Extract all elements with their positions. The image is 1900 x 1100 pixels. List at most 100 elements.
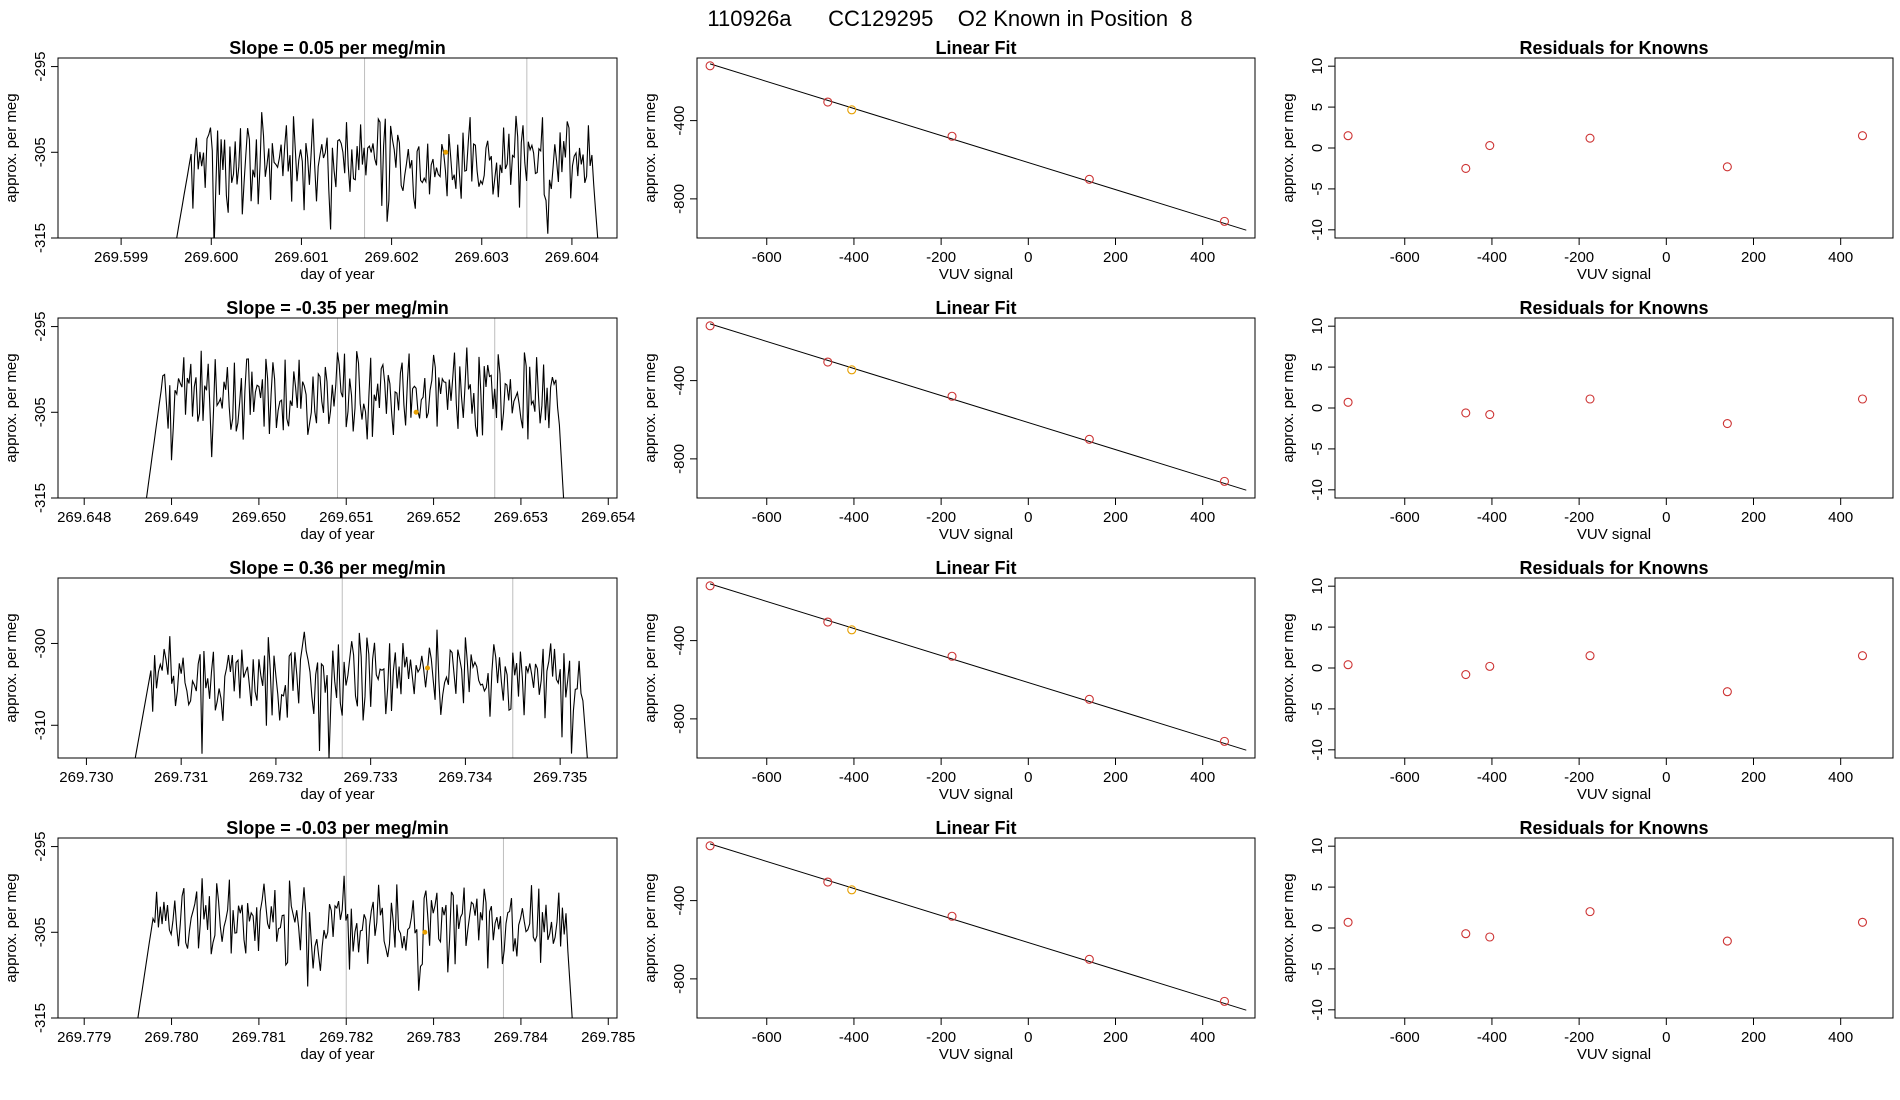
- y-tick-label: -5: [1309, 182, 1326, 195]
- highlight-point: [847, 625, 857, 635]
- y-tick-label: 10: [1309, 318, 1326, 335]
- known-point: [947, 131, 957, 141]
- x-tick-label: 269.734: [438, 769, 492, 786]
- y-tick-label: -400: [671, 626, 688, 656]
- x-tick-label: 0: [1662, 769, 1670, 786]
- known-point: [1857, 131, 1868, 141]
- y-tick-label: 0: [1309, 404, 1326, 412]
- y-tick-label: -10: [1309, 219, 1326, 241]
- y-tick-label: 5: [1309, 363, 1326, 371]
- panel-title: Slope = 0.05 per meg/min: [229, 38, 446, 58]
- x-tick-label: -600: [752, 249, 782, 266]
- known-point: [1219, 996, 1230, 1006]
- x-tick-label: -400: [1477, 1029, 1507, 1046]
- x-tick-label: 269.604: [545, 249, 599, 266]
- x-tick-label: 400: [1190, 249, 1215, 266]
- y-tick-label: -800: [671, 964, 688, 994]
- trace-line: [176, 112, 599, 238]
- highlight-point: [847, 365, 857, 375]
- y-tick-label: 5: [1309, 883, 1326, 891]
- x-tick-label: -600: [752, 769, 782, 786]
- known-point: [1461, 929, 1471, 939]
- linear-fit-panel-3: Linear Fit -600 -400 -200 0 200 400 -400 -800 VUV…: [642, 558, 1256, 803]
- plot-frame: [696, 57, 1256, 239]
- linear-fit-panel-4: Linear Fit -600 -400 -200 0 200 400 -400 -800 VUV…: [642, 818, 1256, 1063]
- plot-frame: [1334, 317, 1894, 499]
- plot-area: [1343, 394, 1868, 429]
- plot-frame: [696, 577, 1256, 759]
- x-tick-label: -600: [1390, 249, 1420, 266]
- known-point: [1219, 736, 1230, 746]
- y-axis-label: approx. per meg: [642, 873, 659, 982]
- known-point: [1485, 409, 1495, 420]
- x-tick-label: 400: [1828, 249, 1853, 266]
- residuals-panel-1: Residuals for Knowns -600 -400 -200 0 200 400 1…: [1280, 38, 1894, 283]
- fit-line: [709, 583, 1247, 751]
- y-axis-label: approx. per meg: [1280, 353, 1297, 462]
- y-tick-label: 5: [1309, 103, 1326, 111]
- known-point: [823, 877, 833, 887]
- time-series-panel-4: Slope = -0.03 per meg/min 269.779 269.780 2…: [3, 818, 635, 1063]
- x-tick-label: 200: [1103, 509, 1128, 526]
- y-tick-label: -300: [32, 628, 49, 658]
- x-axis-label: day of year: [300, 786, 374, 803]
- x-axis-label: VUV signal: [1577, 526, 1651, 543]
- x-tick-label: 400: [1190, 1029, 1215, 1046]
- x-tick-label: 269.649: [144, 509, 198, 526]
- panel-title: Linear Fit: [935, 818, 1016, 838]
- panel-title: Slope = 0.36 per meg/min: [229, 558, 446, 578]
- x-tick-label: 269.648: [57, 509, 111, 526]
- plot-area: [134, 578, 588, 758]
- y-tick-label: -295: [32, 312, 49, 342]
- plot-area: [705, 581, 1247, 751]
- y-axis-label: approx. per meg: [1280, 873, 1297, 982]
- y-tick-label: -305: [32, 137, 49, 167]
- x-tick-label: 269.735: [533, 769, 587, 786]
- x-tick-label: 269.601: [274, 249, 328, 266]
- panel-title: Linear Fit: [935, 298, 1016, 318]
- panel-title: Slope = -0.03 per meg/min: [226, 818, 449, 838]
- y-tick-label: -10: [1309, 739, 1326, 761]
- highlight-point: [425, 665, 431, 671]
- known-point: [1722, 162, 1732, 172]
- plot-frame: [1334, 57, 1894, 239]
- y-tick-label: -10: [1309, 479, 1326, 501]
- x-tick-label: 269.599: [94, 249, 148, 266]
- x-tick-label: 269.785: [581, 1029, 635, 1046]
- y-tick-label: -800: [671, 184, 688, 214]
- known-point: [705, 321, 715, 331]
- x-axis-label: VUV signal: [939, 786, 1013, 803]
- trace-line: [134, 629, 588, 758]
- x-tick-label: 400: [1190, 509, 1215, 526]
- y-tick-label: -800: [671, 444, 688, 474]
- plot-frame: [57, 577, 618, 759]
- x-tick-label: 269.784: [494, 1029, 548, 1046]
- x-tick-label: 0: [1024, 769, 1032, 786]
- x-tick-label: -400: [839, 769, 869, 786]
- x-tick-label: -200: [926, 1029, 956, 1046]
- fit-line: [709, 63, 1247, 231]
- known-point: [1084, 434, 1094, 444]
- x-axis-label: VUV signal: [939, 1046, 1013, 1063]
- plot-frame: [57, 317, 618, 499]
- x-tick-label: 400: [1190, 769, 1215, 786]
- plot-area: [1343, 651, 1868, 697]
- y-tick-label: -315: [32, 223, 49, 253]
- y-axis-label: approx. per meg: [1280, 93, 1297, 202]
- known-point: [1485, 140, 1495, 151]
- known-point: [1461, 163, 1471, 174]
- x-tick-label: 269.600: [184, 249, 238, 266]
- known-point: [1343, 131, 1353, 141]
- known-point: [1857, 917, 1868, 927]
- plot-area: [137, 838, 573, 1018]
- x-tick-label: 0: [1024, 249, 1032, 266]
- known-point: [1461, 408, 1471, 418]
- x-tick-label: 400: [1828, 769, 1853, 786]
- x-tick-label: 0: [1024, 509, 1032, 526]
- x-tick-label: 269.782: [319, 1029, 373, 1046]
- highlight-point: [443, 149, 449, 155]
- y-tick-label: 0: [1309, 664, 1326, 672]
- panels-grid: Slope = 0.05 per meg/min 269.599 269.600 26…: [3, 38, 1894, 1063]
- linear-fit-panel-2: Linear Fit -600 -400 -200 0 200 400 -400 -800 VUV…: [642, 298, 1256, 543]
